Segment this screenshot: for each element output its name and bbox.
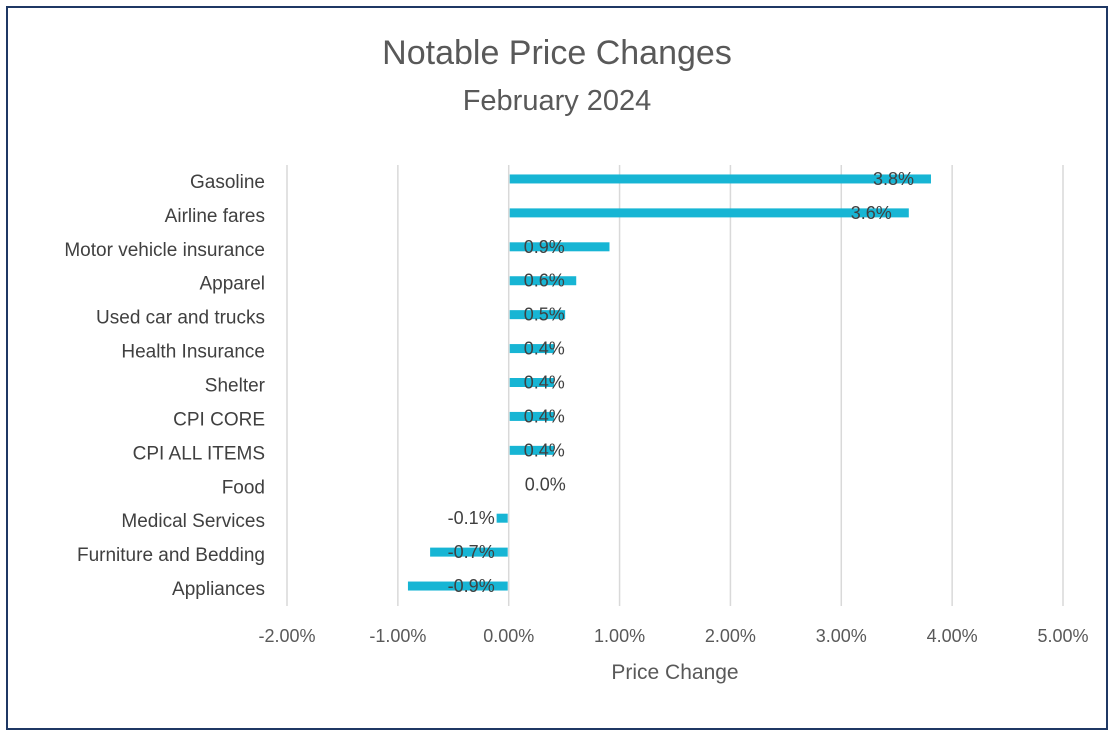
data-label: 0.4% <box>524 339 565 359</box>
bars <box>407 174 931 591</box>
category-labels: Gasoline Airline fares Motor vehicle insur… <box>64 172 265 600</box>
data-label: 0.9% <box>524 237 565 257</box>
bar <box>509 378 555 387</box>
bar <box>509 344 555 354</box>
data-label: -0.9% <box>448 576 495 596</box>
gridlines <box>286 165 1064 606</box>
data-label: -0.1% <box>448 508 495 528</box>
x-tick-label: -1.00% <box>369 626 426 646</box>
x-tick-label: 1.00% <box>594 626 645 646</box>
chart-subtitle: February 2024 <box>463 85 652 117</box>
data-label: 3.6% <box>851 203 892 223</box>
bar <box>509 310 566 320</box>
data-label: 3.8% <box>873 169 914 189</box>
x-tick-label: 2.00% <box>705 626 756 646</box>
category-label: Furniture and Bedding <box>77 545 265 566</box>
category-label: CPI ALL ITEMS <box>133 443 265 464</box>
data-label: 0.4% <box>524 440 565 460</box>
chart-frame <box>6 6 1108 730</box>
data-label: 0.4% <box>524 406 565 426</box>
bar <box>509 174 931 184</box>
bar <box>509 411 555 421</box>
x-tick-label: 4.00% <box>927 626 978 646</box>
data-label: -0.7% <box>448 542 495 562</box>
category-label: CPI CORE <box>173 409 265 430</box>
x-tick-label: 5.00% <box>1037 626 1088 646</box>
category-label: Medical Services <box>121 511 265 532</box>
category-label: Airline fares <box>165 206 265 227</box>
category-label: Appliances <box>172 579 265 600</box>
data-label: 0.6% <box>524 271 565 291</box>
x-axis-title: Price Change <box>611 661 738 684</box>
data-labels: 3.8% 3.6% 0.9% 0.6% 0.5% 0.4% 0.4% 0.4% 0.4% 0.0%… <box>448 169 914 596</box>
bar <box>430 547 508 557</box>
category-label: Health Insurance <box>121 342 265 363</box>
bar <box>509 445 555 455</box>
bar <box>407 581 508 591</box>
x-tick-label: 0.00% <box>483 626 534 646</box>
bar <box>509 242 610 252</box>
bar <box>496 513 508 523</box>
x-tick-label: -2.00% <box>258 626 315 646</box>
category-label: Food <box>222 477 265 498</box>
data-label: 0.0% <box>525 474 566 494</box>
category-label: Shelter <box>205 376 266 397</box>
data-label: 0.4% <box>524 373 565 393</box>
x-tick-label: 3.00% <box>816 626 867 646</box>
category-label: Used car and trucks <box>96 308 265 329</box>
bar <box>509 208 909 218</box>
chart-title: Notable Price Changes <box>382 34 732 72</box>
x-tick-labels: -2.00% -1.00% 0.00% 1.00% 2.00% 3.00% 4.00% 5.0… <box>258 626 1088 646</box>
category-label: Apparel <box>200 274 266 295</box>
data-label: 0.5% <box>524 305 565 325</box>
bar <box>509 276 577 286</box>
category-label: Gasoline <box>190 172 265 193</box>
category-label: Motor vehicle insurance <box>64 240 265 261</box>
